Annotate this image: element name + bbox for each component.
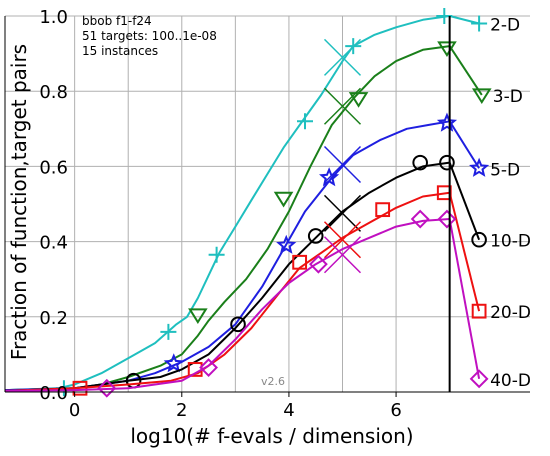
y-axis-label: Fraction of function,target pairs — [7, 44, 31, 360]
series-cross-marker — [323, 38, 362, 76]
data-point — [292, 254, 308, 270]
x-tick-label: 6 — [390, 400, 401, 421]
series-tail — [448, 192, 481, 312]
data-point — [469, 369, 489, 389]
series-label: 3-D — [493, 87, 523, 107]
data-point — [97, 378, 117, 398]
series-layer: 2-D 3-D 5-D 10-D 20-D 40-D — [4, 8, 531, 398]
series-line — [4, 120, 450, 392]
data-point — [410, 209, 430, 229]
y-tick-label: 0.6 — [39, 157, 68, 178]
version-label: v2.6 — [261, 375, 285, 388]
series-cross-marker — [323, 236, 362, 274]
data-point — [163, 353, 184, 373]
data-point — [208, 246, 225, 263]
series-line — [4, 218, 450, 392]
data-point — [437, 209, 457, 229]
data-point — [160, 323, 177, 340]
y-tick-label: 1.0 — [39, 7, 68, 28]
series-5-d: 5-D — [4, 112, 520, 392]
data-point — [412, 154, 428, 171]
y-tick-label: 0.8 — [39, 82, 68, 103]
series-3-d: 3-D — [4, 41, 523, 392]
series-line — [4, 161, 450, 392]
data-point — [188, 308, 208, 325]
series-10-d: 10-D — [4, 154, 531, 392]
data-point — [439, 154, 455, 171]
grid — [5, 15, 530, 393]
data-point — [199, 358, 218, 377]
x-tick-label: 0 — [69, 400, 80, 421]
annotation-line-2: 51 targets: 100..1e-08 — [82, 29, 217, 43]
series-2-d: 2-D — [4, 8, 520, 397]
series-line — [4, 45, 450, 392]
axes: 0 2 4 6 0.0 0.2 0.4 0.6 0.8 1.0 — [4, 7, 530, 421]
data-point — [308, 254, 328, 274]
series-line — [4, 15, 450, 392]
series-cross-marker — [323, 145, 362, 184]
data-point — [471, 15, 488, 32]
data-point — [471, 88, 492, 105]
data-point — [273, 191, 294, 208]
x-tick-label: 4 — [283, 400, 294, 421]
annotation-line-3: 15 instances — [82, 44, 158, 58]
series-label: 10-D — [490, 232, 531, 252]
data-point — [319, 167, 340, 187]
data-point — [307, 228, 324, 244]
series-label: 20-D — [490, 303, 531, 323]
data-point — [230, 316, 246, 333]
series-line — [4, 191, 450, 392]
series-tail — [448, 218, 481, 380]
series-tail — [448, 120, 480, 169]
series-tail — [448, 162, 481, 241]
series-label: 2-D — [490, 16, 520, 36]
data-point — [72, 380, 88, 396]
series-cross-marker — [323, 221, 362, 259]
y-tick-label: 0.4 — [39, 233, 68, 254]
series-tail — [448, 45, 483, 96]
y-tick-label: 0.2 — [39, 308, 68, 329]
x-axis-label: log10(# f-evals / dimension) — [130, 424, 413, 448]
series-tail — [449, 15, 480, 25]
data-point — [436, 112, 458, 132]
data-point — [437, 41, 457, 58]
series-label: 5-D — [490, 160, 520, 180]
data-point — [469, 157, 490, 177]
series-label: 40-D — [490, 371, 531, 391]
data-point — [471, 303, 487, 319]
series-cross-marker — [323, 87, 362, 125]
data-point — [297, 113, 313, 130]
data-point — [375, 202, 391, 218]
annotation-line-1: bbob f1-f24 — [82, 14, 152, 28]
series-cross-marker — [323, 194, 362, 232]
data-point — [436, 185, 452, 201]
data-point — [348, 92, 369, 108]
x-tick-label: 2 — [176, 400, 187, 421]
series-40-d: 40-D — [4, 209, 531, 398]
data-point — [471, 231, 487, 248]
y-tick-label: 0.0 — [39, 383, 68, 404]
data-point — [276, 234, 297, 254]
